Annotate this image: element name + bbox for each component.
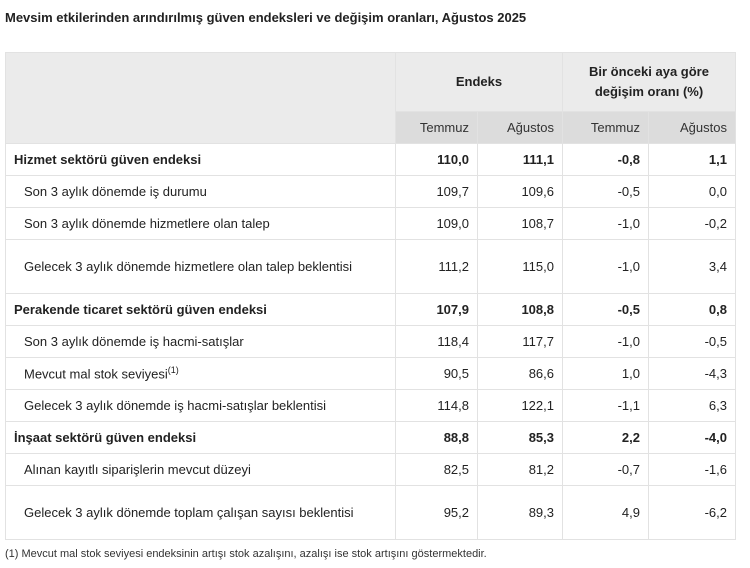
row-label: Son 3 aylık dönemde hizmetlere olan tale… bbox=[5, 207, 396, 240]
value-cell: 108,7 bbox=[477, 207, 563, 240]
value-cell: -1,1 bbox=[562, 389, 649, 422]
value-cell: 85,3 bbox=[477, 421, 563, 454]
row-label-text: Mevcut mal stok seviyesi bbox=[24, 366, 168, 382]
value-cell: -0,2 bbox=[648, 207, 736, 240]
value-cell: 88,8 bbox=[395, 421, 478, 454]
row-label-text: Alınan kayıtlı siparişlerin mevcut düzey… bbox=[24, 462, 251, 477]
value-cell: -6,2 bbox=[648, 485, 736, 540]
col-header: Temmuz bbox=[562, 111, 649, 144]
value-cell: 111,2 bbox=[395, 239, 478, 294]
value-cell: -4,0 bbox=[648, 421, 736, 454]
value-cell: 81,2 bbox=[477, 453, 563, 486]
table-row: Gelecek 3 aylık dönemde iş hacmi-satışla… bbox=[5, 389, 736, 422]
value-cell: 111,1 bbox=[477, 143, 563, 176]
row-label-text: Gelecek 3 aylık dönemde toplam çalışan s… bbox=[24, 504, 354, 520]
row-label-text: Perakende ticaret sektörü güven endeksi bbox=[14, 302, 267, 317]
value-cell: 122,1 bbox=[477, 389, 563, 422]
value-cell: 0,8 bbox=[648, 293, 736, 326]
row-label-text: Hizmet sektörü güven endeksi bbox=[14, 152, 202, 167]
row-label-text: Son 3 aylık dönemde hizmetlere olan tale… bbox=[24, 216, 270, 231]
value-cell: 82,5 bbox=[395, 453, 478, 486]
col-header: Ağustos bbox=[477, 111, 563, 144]
value-cell: -4,3 bbox=[648, 357, 736, 390]
row-label-text: İnşaat sektörü güven endeksi bbox=[14, 430, 197, 445]
row-label-text: Son 3 aylık dönemde iş hacmi-satışlar bbox=[24, 334, 244, 349]
table-row: İnşaat sektörü güven endeksi 88,8 85,3 2,2-… bbox=[5, 421, 736, 454]
row-label: Mevcut mal stok seviyesi(1) bbox=[5, 357, 396, 390]
row-label: Son 3 aylık dönemde iş hacmi-satışlar bbox=[5, 325, 396, 358]
value-cell: 114,8 bbox=[395, 389, 478, 422]
value-cell: 2,2 bbox=[562, 421, 649, 454]
confidence-index-table: Endeks Bir önceki aya göre değişim oranı… bbox=[5, 52, 736, 540]
value-cell: 108,8 bbox=[477, 293, 563, 326]
value-cell: 1,0 bbox=[562, 357, 649, 390]
value-cell: -0,5 bbox=[562, 175, 649, 208]
header-endeks: Endeks bbox=[395, 52, 563, 112]
table-row: Alınan kayıtlı siparişlerin mevcut düzey… bbox=[5, 453, 736, 486]
value-cell: -0,7 bbox=[562, 453, 649, 486]
value-cell: 1,1 bbox=[648, 143, 736, 176]
row-label: İnşaat sektörü güven endeksi bbox=[5, 421, 396, 454]
value-cell: -1,6 bbox=[648, 453, 736, 486]
value-cell: 86,6 bbox=[477, 357, 563, 390]
row-label: Gelecek 3 aylık dönemde hizmetlere olan … bbox=[5, 239, 396, 294]
value-cell: -0,5 bbox=[648, 325, 736, 358]
value-cell: -1,0 bbox=[562, 239, 649, 294]
header-blank bbox=[5, 52, 396, 144]
table-row: Hizmet sektörü güven endeksi 110,0 111,1 -0… bbox=[5, 143, 736, 176]
value-cell: -0,5 bbox=[562, 293, 649, 326]
table-row: Gelecek 3 aylık dönemde toplam çalışan s… bbox=[5, 485, 736, 540]
value-cell: 6,3 bbox=[648, 389, 736, 422]
row-label-text: Gelecek 3 aylık dönemde iş hacmi-satışla… bbox=[24, 398, 327, 413]
value-cell: 89,3 bbox=[477, 485, 563, 540]
value-cell: 109,6 bbox=[477, 175, 563, 208]
table-row: Son 3 aylık dönemde iş hacmi-satışlar 118… bbox=[5, 325, 736, 358]
value-cell: -1,0 bbox=[562, 325, 649, 358]
value-cell: -1,0 bbox=[562, 207, 649, 240]
header-change: Bir önceki aya göre değişim oranı (%) bbox=[562, 52, 736, 112]
table-row: Perakende ticaret sektörü güven endeksi 1… bbox=[5, 293, 736, 326]
table-row: Gelecek 3 aylık dönemde hizmetlere olan … bbox=[5, 239, 736, 294]
row-label: Perakende ticaret sektörü güven endeksi bbox=[5, 293, 396, 326]
row-label-text: Gelecek 3 aylık dönemde hizmetlere olan … bbox=[24, 258, 353, 274]
col-header: Ağustos bbox=[648, 111, 736, 144]
col-header: Temmuz bbox=[395, 111, 478, 144]
row-label: Alınan kayıtlı siparişlerin mevcut düzey… bbox=[5, 453, 396, 486]
value-cell: 0,0 bbox=[648, 175, 736, 208]
row-label: Gelecek 3 aylık dönemde iş hacmi-satışla… bbox=[5, 389, 396, 422]
row-label: Gelecek 3 aylık dönemde toplam çalışan s… bbox=[5, 485, 396, 540]
row-label: Son 3 aylık dönemde iş durumu bbox=[5, 175, 396, 208]
value-cell: 90,5 bbox=[395, 357, 478, 390]
value-cell: 109,7 bbox=[395, 175, 478, 208]
value-cell: 117,7 bbox=[477, 325, 563, 358]
value-cell: -0,8 bbox=[562, 143, 649, 176]
value-cell: 115,0 bbox=[477, 239, 563, 294]
value-cell: 95,2 bbox=[395, 485, 478, 540]
value-cell: 107,9 bbox=[395, 293, 478, 326]
value-cell: 4,9 bbox=[562, 485, 649, 540]
table-row: Son 3 aylık dönemde hizmetlere olan tale… bbox=[5, 207, 736, 240]
footnote: (1) Mevcut mal stok seviyesi endeksinin … bbox=[5, 548, 487, 560]
row-label: Hizmet sektörü güven endeksi bbox=[5, 143, 396, 176]
value-cell: 118,4 bbox=[395, 325, 478, 358]
row-label-text: Son 3 aylık dönemde iş durumu bbox=[24, 184, 207, 199]
table-title: Mevsim etkilerinden arındırılmış güven e… bbox=[5, 10, 527, 25]
value-cell: 110,0 bbox=[395, 143, 478, 176]
value-cell: 3,4 bbox=[648, 239, 736, 294]
table-row: Son 3 aylık dönemde iş durumu 109,7 109,6-… bbox=[5, 175, 736, 208]
value-cell: 109,0 bbox=[395, 207, 478, 240]
table-row: Mevcut mal stok seviyesi(1) 90,5 86,6 1,0 -4… bbox=[5, 357, 736, 390]
footnote-ref: (1) bbox=[167, 365, 179, 376]
